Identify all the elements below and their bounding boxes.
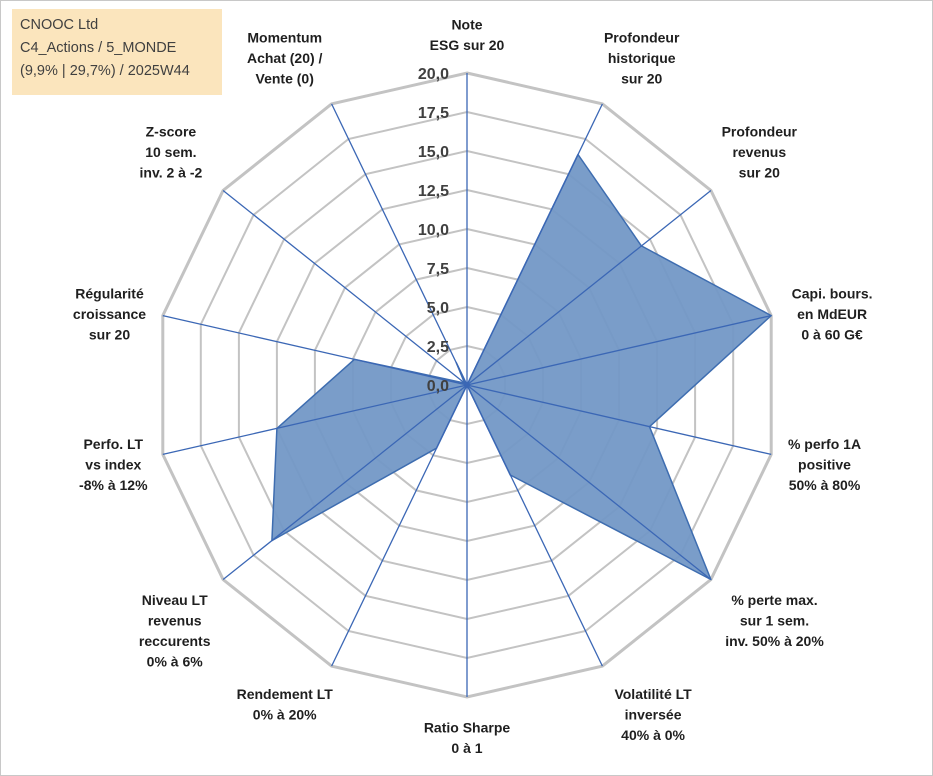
tick-label: 5,0 <box>427 300 449 317</box>
axis-label: Niveau LT revenus reccurents 0% à 6% <box>139 592 211 670</box>
axis-label: Capi. bours. en MdEUR 0 à 60 G€ <box>792 286 873 343</box>
axis-label: Volatilité LT inversée 40% à 0% <box>614 686 692 743</box>
axis-label: Régularité croissance sur 20 <box>73 286 146 343</box>
axis-spoke <box>162 314 468 386</box>
axis-spoke <box>466 314 772 386</box>
axis-spoke <box>466 103 603 386</box>
axis-label: % perfo 1A positive 50% à 80% <box>788 436 861 493</box>
info-category: C4_Actions / 5_MONDE <box>20 40 177 56</box>
tick-label: 15,0 <box>418 144 449 161</box>
tick-label: 2,5 <box>427 339 449 356</box>
axis-spoke <box>162 384 468 456</box>
axis-label: Rendement LT 0% à 20% <box>237 686 334 723</box>
axis-spoke <box>466 189 712 386</box>
axis-label: Z-score 10 sem. inv. 2 à -2 <box>140 123 203 180</box>
axis-spoke <box>222 189 468 386</box>
axis-label: Ratio Sharpe 0 à 1 <box>424 720 511 757</box>
axis-label: Profondeur revenus sur 20 <box>722 123 798 180</box>
axis-spoke <box>466 384 712 581</box>
axis-label: % perte max. sur 1 sem. inv. 50% à 20% <box>725 592 824 649</box>
axis-spoke <box>466 384 603 667</box>
axis-spoke <box>331 103 468 386</box>
tick-label: 12,5 <box>418 183 449 200</box>
axis-spoke <box>222 384 468 581</box>
tick-label: 7,5 <box>427 261 449 278</box>
tick-label: 20,0 <box>418 66 449 83</box>
info-period: (9,9% | 29,7%) / 2025W44 <box>20 63 190 79</box>
tick-label: 0,0 <box>427 378 449 395</box>
tick-label: 17,5 <box>418 105 449 122</box>
axis-spoke <box>331 384 468 667</box>
axis-label: Profondeur historique sur 20 <box>604 30 680 87</box>
axis-label: Note ESG sur 20 <box>430 17 505 54</box>
tick-label: 10,0 <box>418 222 449 239</box>
axis-label: Perfo. LT vs index -8% à 12% <box>79 436 148 493</box>
info-company: CNOOC Ltd <box>20 17 99 33</box>
data-area <box>271 153 772 581</box>
info-box: CNOOC Ltd C4_Actions / 5_MONDE (9,9% | 2… <box>12 9 222 95</box>
axis-label: Momentum Achat (20) / Vente (0) <box>247 30 323 87</box>
axis-spoke <box>466 384 772 456</box>
